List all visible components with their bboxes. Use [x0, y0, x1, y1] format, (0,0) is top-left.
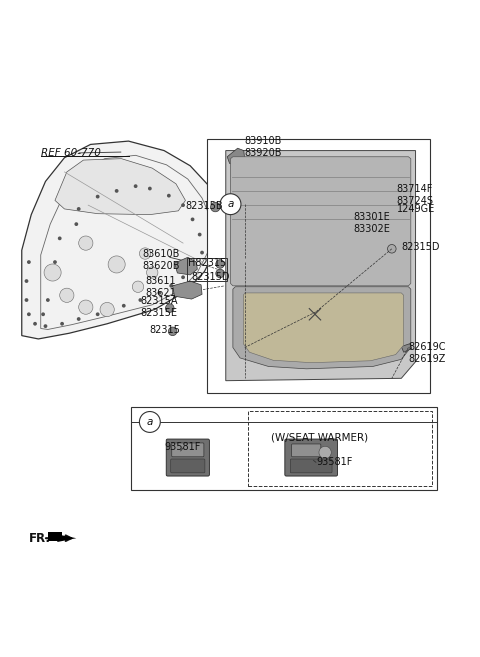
Bar: [248, 411, 432, 486]
Text: 82315D: 82315D: [191, 272, 229, 283]
Circle shape: [100, 302, 114, 317]
Polygon shape: [55, 158, 185, 215]
Circle shape: [146, 267, 158, 278]
Circle shape: [216, 260, 224, 268]
Text: 1249GE: 1249GE: [396, 204, 435, 214]
Text: a: a: [147, 417, 153, 427]
Circle shape: [157, 291, 161, 295]
Circle shape: [139, 248, 151, 260]
Circle shape: [96, 312, 99, 316]
Polygon shape: [230, 157, 411, 286]
Circle shape: [27, 260, 31, 264]
Polygon shape: [173, 281, 202, 299]
Circle shape: [60, 288, 74, 302]
Bar: [207, 139, 430, 392]
Circle shape: [181, 203, 185, 207]
Circle shape: [168, 327, 177, 336]
Text: 82315: 82315: [150, 325, 181, 335]
Circle shape: [46, 298, 50, 302]
Circle shape: [108, 256, 125, 273]
Circle shape: [319, 446, 331, 459]
Circle shape: [77, 207, 81, 211]
Circle shape: [79, 236, 93, 250]
Circle shape: [148, 187, 152, 191]
Circle shape: [220, 194, 241, 215]
Circle shape: [216, 269, 224, 278]
Text: 83610B
83620B: 83610B 83620B: [143, 249, 180, 271]
Circle shape: [58, 237, 61, 240]
Circle shape: [96, 194, 99, 198]
Circle shape: [79, 300, 93, 314]
Circle shape: [198, 233, 202, 237]
Bar: [187, 258, 227, 281]
Text: 82315A
82315E: 82315A 82315E: [140, 296, 178, 318]
FancyBboxPatch shape: [171, 459, 205, 473]
Text: 93581F: 93581F: [164, 442, 201, 452]
Text: 82315B: 82315B: [185, 201, 223, 211]
Circle shape: [139, 411, 160, 432]
Circle shape: [24, 279, 28, 283]
Text: REF 60-770: REF 60-770: [41, 148, 101, 158]
Polygon shape: [226, 150, 416, 380]
Polygon shape: [175, 258, 197, 275]
Circle shape: [33, 322, 37, 326]
Circle shape: [53, 260, 57, 264]
Circle shape: [200, 251, 204, 254]
Text: FR.: FR.: [29, 532, 51, 545]
Circle shape: [24, 298, 28, 302]
Circle shape: [44, 264, 61, 281]
Circle shape: [193, 261, 197, 265]
Circle shape: [41, 312, 45, 316]
Text: 83301E
83302E: 83301E 83302E: [354, 212, 391, 234]
Circle shape: [138, 298, 142, 302]
FancyBboxPatch shape: [291, 444, 321, 457]
Polygon shape: [57, 534, 76, 542]
Text: 83910B
83920B: 83910B 83920B: [245, 136, 282, 158]
Circle shape: [181, 275, 185, 279]
Circle shape: [74, 222, 78, 226]
Circle shape: [132, 281, 144, 292]
Polygon shape: [401, 344, 412, 352]
Polygon shape: [243, 293, 404, 363]
Circle shape: [115, 189, 119, 193]
Text: 93581F: 93581F: [316, 457, 352, 467]
Circle shape: [387, 244, 396, 253]
Circle shape: [167, 194, 171, 198]
Circle shape: [211, 202, 220, 212]
Circle shape: [27, 312, 31, 316]
Text: 82315D: 82315D: [401, 242, 440, 252]
Polygon shape: [227, 148, 245, 166]
Bar: [131, 407, 437, 490]
FancyBboxPatch shape: [290, 459, 332, 473]
Text: a: a: [228, 199, 234, 209]
Circle shape: [169, 284, 173, 288]
Text: 83714F
83724S: 83714F 83724S: [396, 184, 433, 206]
FancyBboxPatch shape: [166, 439, 209, 476]
Text: 83611
83621: 83611 83621: [145, 276, 176, 298]
Polygon shape: [233, 286, 411, 369]
Circle shape: [191, 217, 194, 221]
Circle shape: [60, 322, 64, 326]
Circle shape: [77, 317, 81, 321]
FancyBboxPatch shape: [172, 443, 204, 457]
Circle shape: [134, 184, 137, 188]
FancyBboxPatch shape: [349, 187, 380, 196]
Text: H82315: H82315: [188, 258, 226, 268]
Text: 82619C
82619Z: 82619C 82619Z: [408, 342, 446, 364]
FancyBboxPatch shape: [48, 532, 62, 541]
Polygon shape: [22, 141, 219, 339]
Text: (W/SEAT WARMER): (W/SEAT WARMER): [271, 432, 368, 442]
Circle shape: [166, 304, 174, 312]
Circle shape: [44, 325, 48, 328]
FancyBboxPatch shape: [285, 439, 337, 476]
Circle shape: [122, 304, 126, 307]
